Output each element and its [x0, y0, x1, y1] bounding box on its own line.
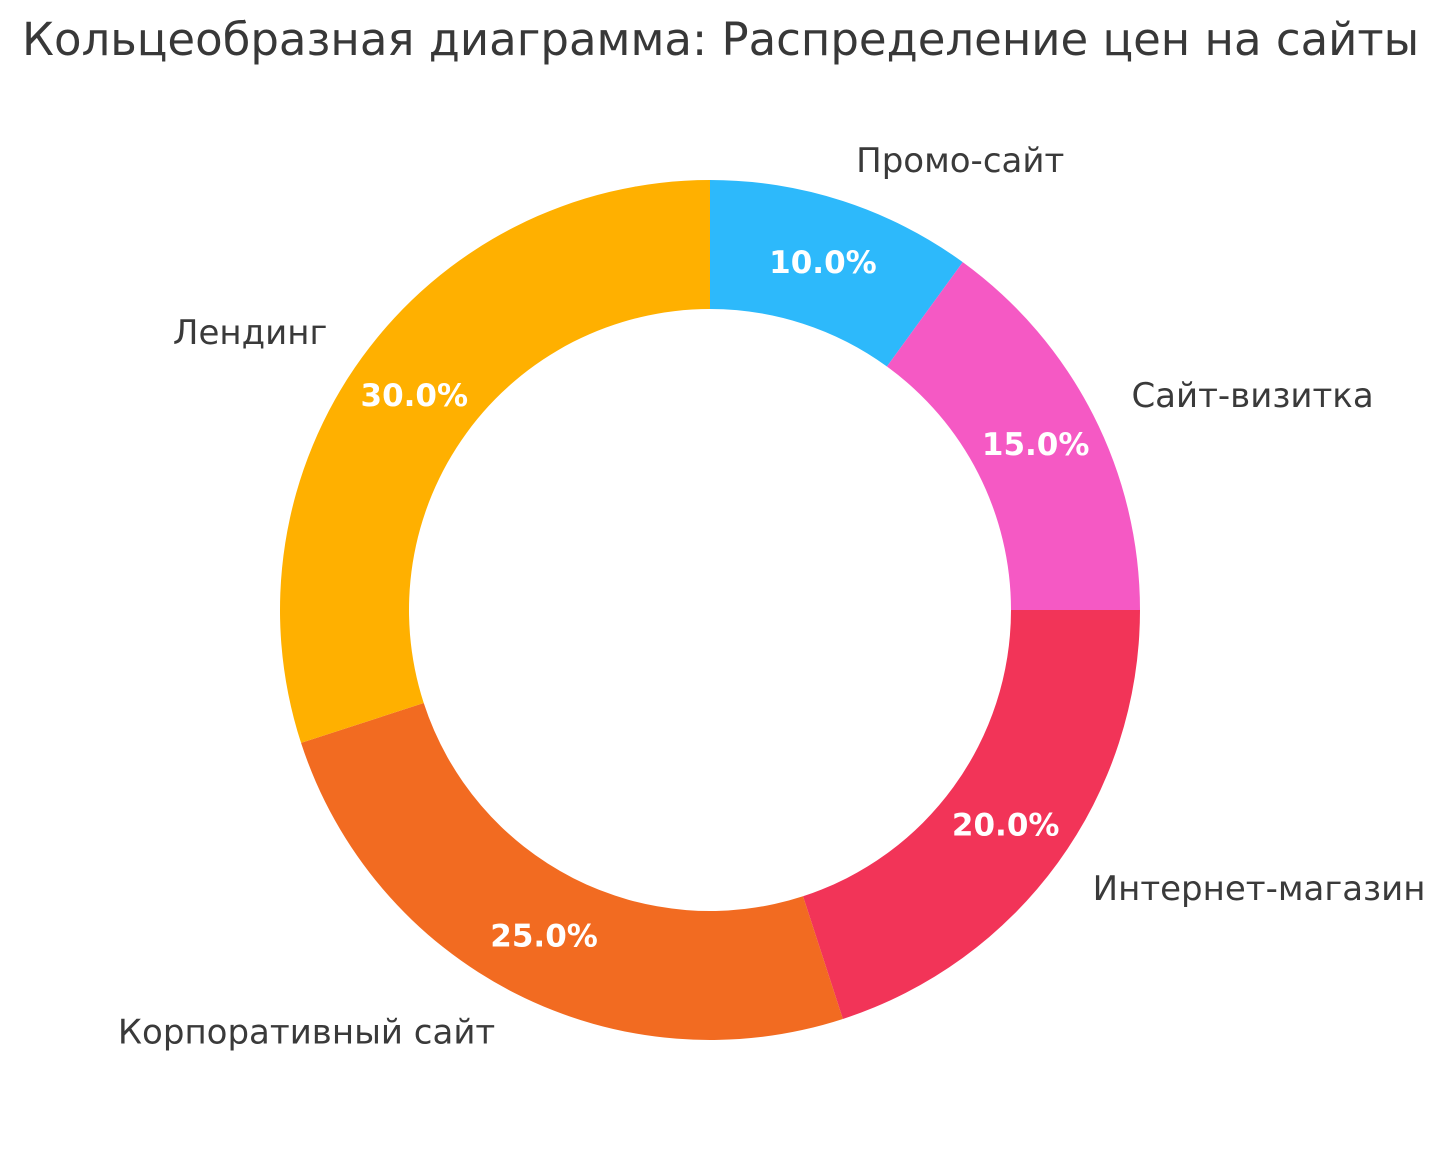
- slice-category-label-1: Сайт-визитка: [1131, 376, 1373, 416]
- donut-slice-4: [279, 180, 710, 743]
- slice-category-label-4: Лендинг: [173, 313, 327, 353]
- slice-category-label-3: Корпоративный сайт: [118, 1012, 495, 1052]
- slice-pct-label-3: 25.0%: [490, 919, 598, 955]
- chart-title: Кольцеобразная диаграмма: Распределение …: [22, 13, 1420, 66]
- donut-slice-1: [886, 262, 1140, 610]
- donut-slice-3: [301, 703, 843, 1040]
- slice-pct-label-4: 30.0%: [361, 378, 469, 414]
- donut-slice-2: [803, 610, 1140, 1019]
- slice-pct-label-1: 15.0%: [982, 427, 1090, 463]
- slice-pct-label-2: 20.0%: [952, 808, 1060, 844]
- donut-slice-0: [710, 180, 963, 367]
- slice-category-label-2: Интернет-магазин: [1093, 869, 1426, 909]
- slice-pct-label-0: 10.0%: [769, 245, 877, 281]
- slice-category-label-0: Промо-сайт: [856, 141, 1064, 181]
